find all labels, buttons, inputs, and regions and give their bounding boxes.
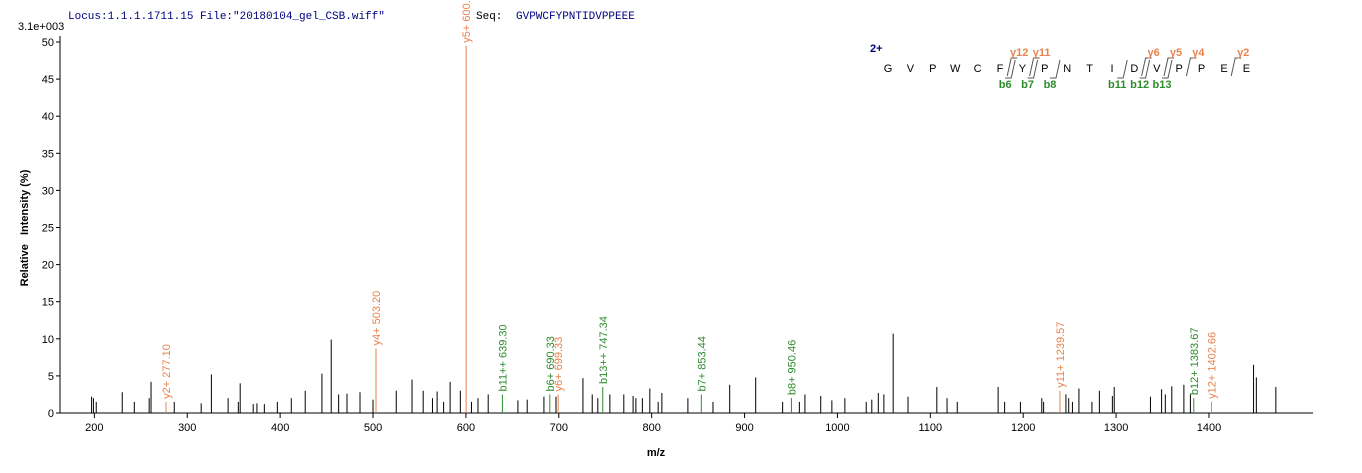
- b-ion-label: b12: [1130, 79, 1149, 91]
- y-axis-label: Relative Intensity (%): [19, 169, 31, 286]
- y-tick-label: 35: [42, 148, 54, 160]
- b-ion-bracket: [1027, 59, 1039, 79]
- y-tick-label: 40: [42, 111, 54, 123]
- residue: P: [1176, 63, 1183, 75]
- x-tick-label: 900: [735, 422, 753, 434]
- peak-label: y5+ 600.25: [461, 0, 473, 43]
- x-tick-label: 400: [271, 422, 289, 434]
- b-ion-bracket: [1162, 59, 1173, 79]
- y-ion-label: y12: [1010, 47, 1028, 59]
- b-ion-label: b11: [1108, 79, 1126, 91]
- x-tick-label: 1100: [918, 422, 942, 434]
- x-tick-label: 600: [457, 422, 475, 434]
- b-ion-label: b13: [1153, 79, 1172, 91]
- y-tick-label: 5: [48, 371, 54, 383]
- peak-label: b6+ 690.33: [545, 336, 557, 391]
- x-axis-label: m/z: [647, 447, 666, 459]
- b-ion-label: b6: [999, 79, 1012, 91]
- residue: Y: [1019, 63, 1027, 75]
- b-ion-bracket: [1139, 59, 1151, 79]
- b-ion-bracket: [1050, 59, 1061, 79]
- residue: C: [974, 63, 982, 75]
- peak-label: y6+ 699.33: [553, 337, 565, 392]
- residue: P: [929, 63, 936, 75]
- b-ion-label: b7: [1021, 79, 1034, 91]
- residue: G: [884, 63, 893, 75]
- scale-label: 3.1e+003: [18, 21, 64, 33]
- x-tick-label: 1000: [825, 422, 849, 434]
- residue: D: [1130, 63, 1138, 75]
- x-tick-label: 1300: [1104, 422, 1128, 434]
- residue: T: [1086, 63, 1093, 75]
- residue: F: [997, 63, 1004, 75]
- residue: E: [1243, 63, 1250, 75]
- x-tick-label: 300: [178, 422, 196, 434]
- peak-label: y4+ 503.20: [371, 291, 383, 346]
- residue: V: [907, 63, 915, 75]
- peak-label: y2+ 277.10: [161, 344, 173, 399]
- b-ion-bracket: [1117, 59, 1128, 79]
- y-ion-bracket: [1006, 57, 1018, 77]
- y-ion-bracket: [1141, 57, 1152, 77]
- sequence: GVPWCFYPNTIDVPPEEE: [516, 11, 635, 23]
- y-ion-label: y5: [1170, 47, 1182, 59]
- y-tick-label: 30: [42, 185, 54, 197]
- y-ion-bracket: [1230, 57, 1242, 77]
- x-tick-label: 1200: [1011, 422, 1035, 434]
- y-tick-label: 20: [42, 260, 54, 272]
- peak-label: b8+ 950.46: [786, 340, 798, 395]
- charge-label: 2+: [870, 43, 883, 55]
- residue: E: [1220, 63, 1227, 75]
- y-ion-label: y4: [1192, 47, 1205, 59]
- chart-title: Locus:1.1.1.1711.15 File:"20180104_gel_C…: [68, 11, 385, 23]
- seq-label: Seq:: [476, 11, 502, 23]
- x-tick-label: 1400: [1197, 422, 1221, 434]
- y-ion-bracket: [1163, 57, 1174, 77]
- peak-label: b11++ 639.30: [497, 324, 509, 391]
- peak-label: b12+ 1383.67: [1189, 328, 1201, 396]
- x-tick-label: 200: [85, 422, 103, 434]
- residue: P: [1198, 63, 1205, 75]
- y-tick-label: 25: [42, 223, 54, 235]
- b-ion-bracket: [1005, 59, 1016, 79]
- y-ion-bracket: [1029, 57, 1040, 77]
- y-ion-label: y6: [1147, 47, 1159, 59]
- peak-label: b7+ 853.44: [696, 336, 708, 391]
- b-ion-label: b8: [1044, 79, 1057, 91]
- y-ion-bracket: [1185, 57, 1197, 77]
- y-tick-label: 10: [42, 334, 54, 346]
- y-tick-label: 45: [42, 74, 54, 86]
- residue: W: [950, 63, 961, 75]
- y-ion-label: y11: [1033, 47, 1051, 59]
- y-ion-label: y2: [1237, 47, 1249, 59]
- x-tick-label: 700: [550, 422, 568, 434]
- peak-label: y11+ 1239.57: [1055, 322, 1067, 388]
- y-tick-label: 0: [48, 408, 54, 420]
- residue: I: [1110, 63, 1113, 75]
- residue: V: [1153, 63, 1161, 75]
- y-tick-label: 15: [42, 297, 54, 309]
- y-tick-label: 50: [42, 37, 54, 49]
- residue: P: [1041, 63, 1048, 75]
- x-tick-label: 800: [642, 422, 660, 434]
- peak-label: b13++ 747.34: [598, 316, 610, 384]
- x-tick-label: 500: [364, 422, 382, 434]
- residue: N: [1063, 63, 1071, 75]
- peak-label: y12+ 1402.66: [1206, 332, 1218, 399]
